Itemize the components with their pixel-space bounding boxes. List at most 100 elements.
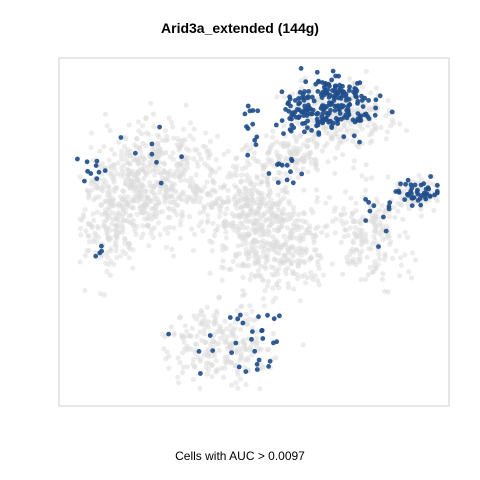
background-cell-point [232,363,238,369]
background-cell-point [212,228,218,234]
background-cell-point [381,257,387,263]
background-cell-point [126,122,132,128]
background-cell-point [391,204,397,210]
background-cell-point [168,172,174,178]
background-cell-point [168,180,174,186]
background-cell-point [313,187,320,193]
background-cell-point [279,257,285,263]
background-cell-point [90,238,96,244]
background-cell-point [288,227,294,234]
high-auc-cell-point [415,191,421,197]
background-cell-point [283,242,289,248]
background-cell-point [200,228,206,234]
background-cell-point [95,223,101,229]
background-cell-point [174,161,181,167]
background-cell-point [321,99,327,105]
high-auc-cell-point [403,181,408,187]
high-auc-cell-point [245,152,251,158]
background-cell-point [106,157,112,163]
background-cell-point [182,137,188,143]
background-cell-point [397,201,403,207]
background-cell-point [363,276,369,282]
background-cell-point [376,251,382,257]
background-cell-point [289,149,295,155]
high-auc-cell-point [250,121,256,127]
background-cell-point [266,245,272,251]
background-cell-point [295,262,302,268]
high-auc-cell-point [237,312,243,318]
high-auc-cell-point [366,116,372,121]
high-auc-cell-point [97,250,103,256]
background-cell-point [353,262,359,268]
high-auc-cell-point [285,101,291,107]
background-cell-point [410,250,416,256]
background-cell-point [270,285,276,291]
background-cell-point [350,219,357,225]
background-cell-point [155,132,161,138]
background-cell-point [276,207,282,213]
high-auc-cell-point [363,197,368,202]
high-auc-cell-point [351,133,357,139]
high-auc-cell-point [423,196,429,202]
background-cell-point [143,115,149,121]
background-cell-point [176,173,182,179]
background-cell-point [223,229,229,235]
background-cell-point [263,133,269,139]
background-cell-point [113,211,119,217]
background-cell-point [265,278,271,284]
high-auc-cell-point [350,117,356,123]
background-cell-point [193,172,199,178]
background-cell-point [208,203,214,209]
background-cell-point [245,148,251,154]
background-cell-point [165,205,171,211]
background-cell-point [141,168,147,174]
background-cell-point [224,353,230,360]
background-cell-point [212,318,218,324]
background-cell-point [228,328,234,334]
background-cell-point [165,230,171,236]
background-cell-point [186,147,192,153]
background-cell-point [190,376,197,382]
background-cell-point [312,156,318,162]
background-cell-point [284,189,290,195]
background-cell-point [370,269,376,275]
background-cell-point [265,182,271,189]
background-cell-point [283,184,289,190]
background-cell-point [149,206,155,212]
background-cell-point [290,271,296,277]
background-cell-point [375,230,382,236]
background-cell-point [312,232,318,238]
background-cell-point [264,253,270,259]
background-cell-point [269,134,276,140]
high-auc-cell-point [343,97,349,103]
background-cell-point [250,185,256,191]
background-cell-point [241,340,247,346]
background-cell-point [344,129,350,135]
background-cell-point [362,187,369,193]
background-cell-point [268,157,274,164]
background-cell-point [244,321,250,327]
background-cell-point [351,80,357,87]
background-cell-point [77,259,83,265]
background-cell-point [225,334,231,340]
background-cell-point [101,177,107,183]
background-cell-point [318,255,324,261]
background-cell-point [342,227,348,233]
background-cell-point [249,308,255,314]
background-cell-point [233,167,239,173]
background-cell-point [109,171,115,177]
background-cell-point [279,216,285,222]
background-cell-point [238,354,244,360]
background-cell-point [194,147,200,153]
background-cell-point [383,223,390,230]
background-cell-point [331,208,337,214]
background-cell-point [301,260,307,266]
background-cell-point [203,360,210,366]
high-auc-cell-point [347,84,352,90]
high-auc-cell-point [329,100,334,106]
background-cell-point [254,210,260,216]
background-cell-point [254,335,260,341]
background-cell-point [134,170,140,176]
background-cell-point [202,184,208,190]
